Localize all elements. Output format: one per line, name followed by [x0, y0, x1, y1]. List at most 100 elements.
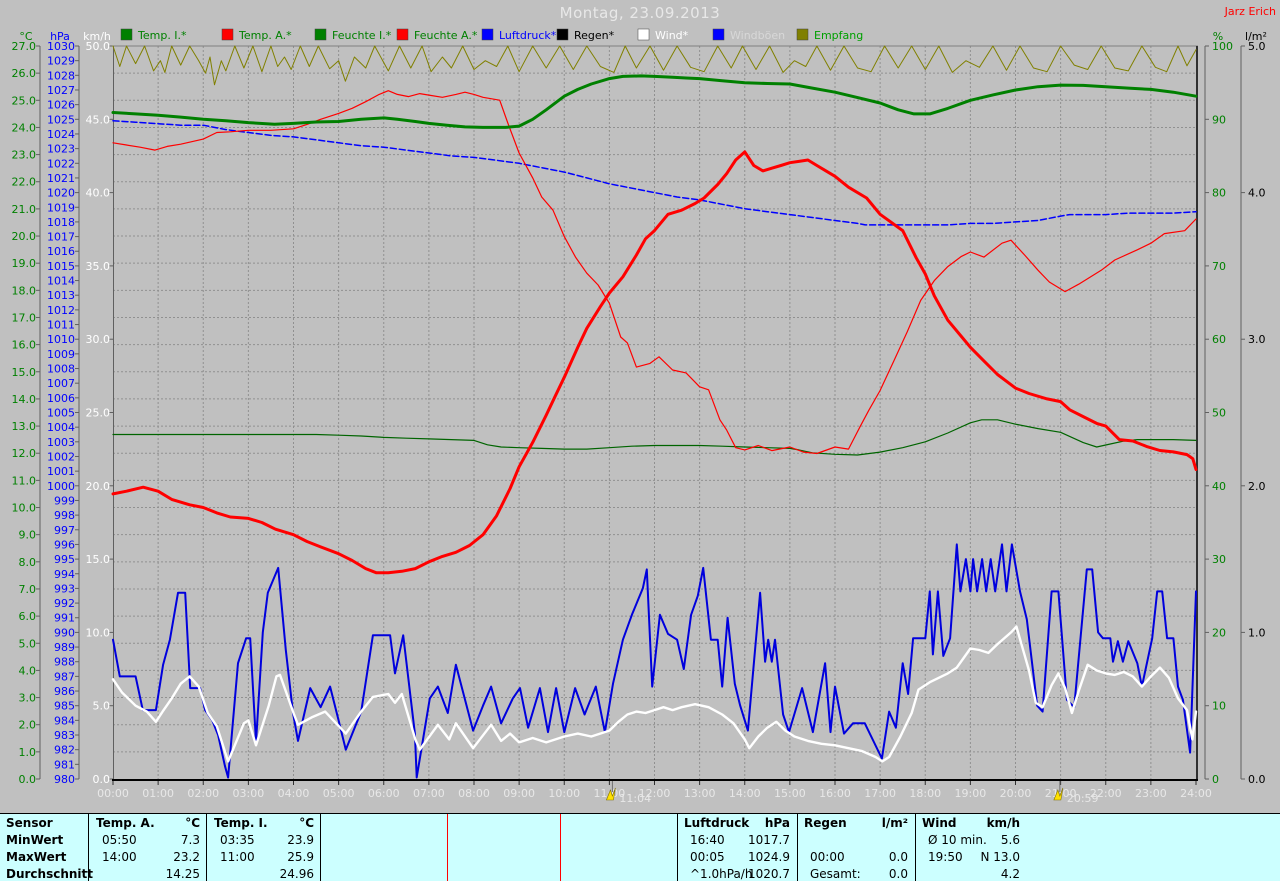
axis-label-hpa: 1027 — [47, 84, 75, 97]
axis-label-hpa: 994 — [54, 568, 75, 581]
table-cell-value: 14.25 — [165, 867, 200, 881]
axis-label-temp_c: 20.0 — [12, 230, 37, 243]
axis-label-temp_c: 4.0 — [19, 664, 37, 677]
table-cell-time: 05:50 — [102, 833, 137, 847]
axis-label-hpa: 1023 — [47, 143, 75, 156]
axis-label-hpa: 1003 — [47, 436, 75, 449]
axis-label-temp_c: 22.0 — [12, 176, 37, 189]
axis-label-temp_c: 26.0 — [12, 67, 37, 80]
marker-time-label: 20:59 — [1067, 792, 1099, 805]
sun-marker-icon — [605, 787, 616, 801]
axis-header-temp_c: °C — [19, 30, 33, 43]
axis-label-pct: 50 — [1212, 407, 1226, 420]
axis-label-hpa: 1029 — [47, 55, 75, 68]
x-axis-label: 20:00 — [1000, 787, 1032, 800]
table-column-divider — [677, 814, 678, 881]
axis-label-lm2: 2.0 — [1248, 480, 1266, 493]
axis-label-pct: 40 — [1212, 480, 1226, 493]
table-col-header: Temp. I. — [214, 816, 268, 830]
table-column-divider — [560, 814, 561, 881]
axis-label-hpa: 989 — [54, 641, 75, 654]
axis-label-hpa: 1018 — [47, 216, 75, 229]
series-temp_a — [111, 150, 1198, 575]
x-axis-label: 24:00 — [1180, 787, 1212, 800]
legend-label: Luftdruck* — [499, 29, 557, 42]
x-axis-label: 07:00 — [413, 787, 445, 800]
x-axis-label: 13:00 — [684, 787, 716, 800]
axis-label-hpa: 997 — [54, 524, 75, 537]
axis-label-temp_c: 10.0 — [12, 502, 37, 515]
axis-label-hpa: 1007 — [47, 377, 75, 390]
legend-swatch-icon — [221, 28, 234, 41]
axis-label-kmh: 0.0 — [93, 773, 111, 786]
table-column-divider — [915, 814, 916, 881]
table-col-header: Regen — [804, 816, 847, 830]
x-axis-label: 05:00 — [323, 787, 355, 800]
axis-label-hpa: 1014 — [47, 275, 75, 288]
table-cell-value: 1017.7 — [748, 833, 790, 847]
station-name: Jarz Erich — [1224, 5, 1276, 18]
table-row-header: Sensor — [6, 816, 53, 830]
axis-label-temp_c: 2.0 — [19, 719, 37, 732]
legend-swatch-icon — [796, 28, 809, 41]
axis-label-lm2: 5.0 — [1248, 40, 1266, 53]
axis-label-lm2: 3.0 — [1248, 333, 1266, 346]
axis-label-hpa: 992 — [54, 597, 75, 610]
table-cell-time: 11:00 — [220, 850, 255, 864]
x-axis-label: 09:00 — [503, 787, 535, 800]
axis-label-hpa: 1012 — [47, 304, 75, 317]
axis-label-temp_c: 14.0 — [12, 393, 37, 406]
axis-label-hpa: 1028 — [47, 69, 75, 82]
axis-label-pct: 100 — [1212, 40, 1233, 53]
axis-label-temp_c: 0.0 — [19, 773, 37, 786]
table-cell-value: 1020.7 — [748, 867, 790, 881]
legend-label: Windböen — [730, 29, 785, 42]
axis-label-hpa: 1022 — [47, 157, 75, 170]
x-axis-label: 08:00 — [458, 787, 490, 800]
x-axis-label: 15:00 — [774, 787, 806, 800]
axis-label-temp_c: 11.0 — [12, 474, 37, 487]
table-cell-time: 00:05 — [690, 850, 725, 864]
table-cell-value: 23.2 — [173, 850, 200, 864]
axis-label-pct: 20 — [1212, 626, 1226, 639]
axis-label-kmh: 30.0 — [86, 333, 111, 346]
table-cell-value: 5.6 — [1000, 833, 1020, 847]
axis-label-hpa: 981 — [54, 758, 75, 771]
axis-label-hpa: 1019 — [47, 201, 75, 214]
table-cell-time: 14:00 — [102, 850, 137, 864]
axis-label-pct: 60 — [1212, 333, 1226, 346]
legend-swatch-icon — [481, 28, 494, 41]
x-axis-label: 02:00 — [187, 787, 219, 800]
axis-label-hpa: 987 — [54, 670, 75, 683]
table-column-divider — [447, 814, 448, 881]
legend-swatch-icon — [556, 28, 569, 41]
axis-label-lm2: 1.0 — [1248, 626, 1266, 639]
x-axis-label: 12:00 — [639, 787, 671, 800]
x-axis-label: 10:00 — [548, 787, 580, 800]
x-axis-label: 00:00 — [97, 787, 129, 800]
weather-chart: °C27.0 26.0 25.0 24.0 23.0 22.0 21.0 20.0 19.0 18… — [12, 28, 1267, 805]
axis-label-temp_c: 25.0 — [12, 94, 37, 107]
axis-header-pct: % — [1213, 30, 1223, 43]
stats-table: Sensor MinWert MaxWert Durchschnitt Temp. A.… — [0, 813, 1280, 881]
axis-label-hpa: 1017 — [47, 231, 75, 244]
axis-label-temp_c: 16.0 — [12, 339, 37, 352]
marker-time-label: 11:04 — [619, 792, 651, 805]
axis-label-pct: 10 — [1212, 700, 1226, 713]
table-cell-time: 19:50 — [928, 850, 963, 864]
sun-marker-icon — [1053, 787, 1064, 801]
axis-label-hpa: 980 — [54, 773, 75, 786]
page-title: Montag, 23.09.2013 — [559, 4, 721, 22]
table-row-header: MaxWert — [6, 850, 67, 864]
axis-label-temp_c: 6.0 — [19, 610, 37, 623]
x-axis-label: 17:00 — [864, 787, 896, 800]
axis-label-hpa: 1005 — [47, 407, 75, 420]
series-empfang — [112, 45, 1197, 86]
axis-label-temp_c: 19.0 — [12, 257, 37, 270]
axis-label-hpa: 996 — [54, 538, 75, 551]
axis-label-hpa: 1020 — [47, 187, 75, 200]
table-cell-time: 16:40 — [690, 833, 725, 847]
x-axis-label: 23:00 — [1135, 787, 1167, 800]
table-col-header: Temp. A. — [96, 816, 155, 830]
